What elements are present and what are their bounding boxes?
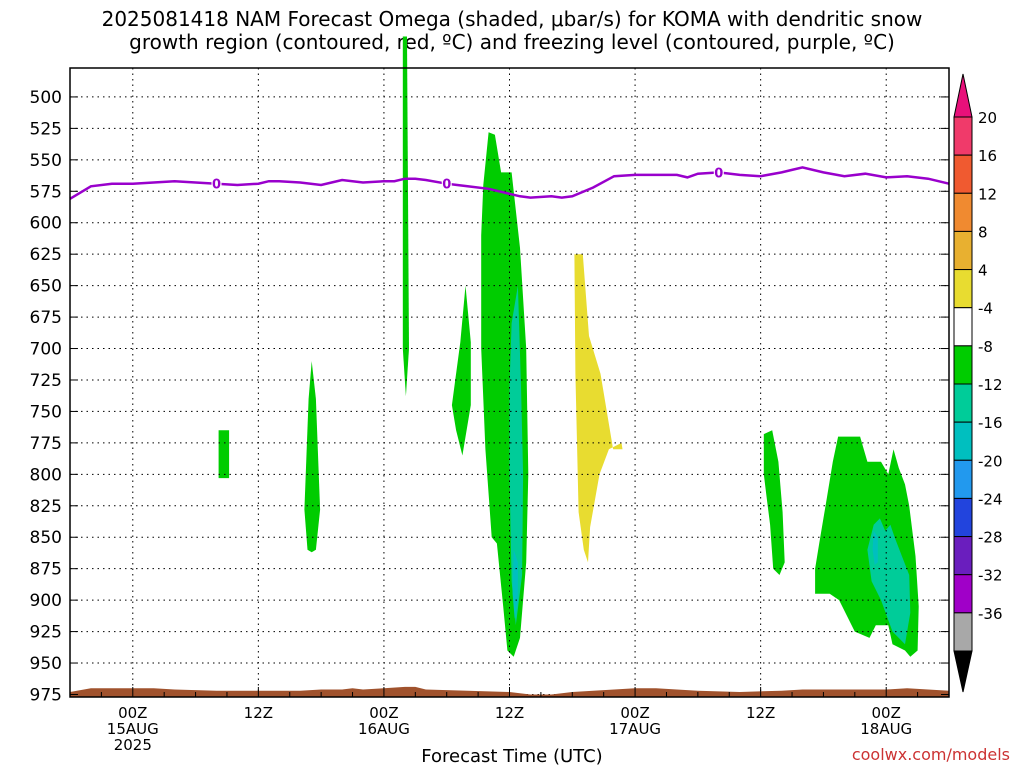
omega-region-1 xyxy=(218,430,230,479)
colorbar-swatch-16 xyxy=(953,154,973,194)
y-tick-label-550: 550 xyxy=(30,151,62,171)
colorbar-swatch--20 xyxy=(953,459,973,499)
colorbar-swatch--36 xyxy=(953,612,973,652)
x-axis-label: Forecast Time (UTC) xyxy=(421,746,603,767)
x-tick-label-78-1: 18AUG xyxy=(860,720,912,738)
chart-title: 2025081418 NAM Forecast Omega (shaded, μ… xyxy=(0,8,1024,54)
freezing-level-label-1: 0 xyxy=(442,178,451,193)
y-tick-label-775: 775 xyxy=(30,434,62,454)
colorbar-label--4: -4 xyxy=(978,300,993,318)
colorbar-swatch--32 xyxy=(953,574,973,614)
x-tick-label-30-0: 00Z xyxy=(369,704,398,722)
y-tick-label-975: 975 xyxy=(30,685,62,705)
colorbar-label--20: -20 xyxy=(978,452,1003,470)
colorbar-label--8: -8 xyxy=(978,338,993,356)
colorbar-label--32: -32 xyxy=(978,567,1003,585)
colorbar-label-16: 16 xyxy=(978,147,997,165)
y-tick-label-875: 875 xyxy=(30,560,62,580)
y-tick-label-925: 925 xyxy=(30,623,62,643)
x-tick-label-6-0: 00Z xyxy=(118,704,147,722)
colorbar-swatch--4 xyxy=(953,307,973,347)
freezing-level-label-0: 0 xyxy=(212,178,221,193)
freezing-level-label-2: 0 xyxy=(714,166,723,181)
x-tick-label-6-2: 2025 xyxy=(114,736,152,754)
colorbar-top-arrow xyxy=(953,73,973,118)
x-tick-label-42-0: 12Z xyxy=(495,704,524,722)
y-tick-label-850: 850 xyxy=(30,528,62,548)
y-tick-label-675: 675 xyxy=(30,308,62,328)
colorbar-swatch--28 xyxy=(953,536,973,576)
colorbar-label-20: 20 xyxy=(978,109,997,127)
y-tick-label-750: 750 xyxy=(30,402,62,422)
colorbar-swatch-12 xyxy=(953,192,973,232)
colorbar-swatch-20 xyxy=(953,116,973,156)
y-tick-label-650: 650 xyxy=(30,277,62,297)
colorbar-label--16: -16 xyxy=(978,414,1003,432)
colorbar-label--28: -28 xyxy=(978,529,1003,547)
credit-link[interactable]: coolwx.com/models xyxy=(851,745,1010,764)
colorbar-label-4: 4 xyxy=(978,262,988,280)
omega-region-11 xyxy=(872,530,878,565)
y-tick-label-900: 900 xyxy=(30,591,62,611)
x-tick-label-18-0: 12Z xyxy=(244,704,273,722)
omega-region-8 xyxy=(509,285,524,626)
omega-region-3 xyxy=(451,285,471,456)
y-tick-label-725: 725 xyxy=(30,371,62,391)
colorbar-label-12: 12 xyxy=(978,185,997,203)
colorbar-swatch--12 xyxy=(953,383,973,423)
y-axis: 500 525 550 575 600 625 650 675 700 725 750 775 800 8… xyxy=(30,88,949,705)
omega-region-5 xyxy=(574,254,623,563)
y-tick-label-700: 700 xyxy=(30,340,62,360)
x-tick-label-78-0: 00Z xyxy=(872,704,901,722)
x-tick-label-6-1: 15AUG xyxy=(107,720,159,738)
y-tick-label-625: 625 xyxy=(30,245,62,265)
omega-shaded-regions xyxy=(218,36,919,657)
title-line-2: growth region (contoured, red, ºC) and f… xyxy=(129,30,895,54)
x-tick-label-54-0: 00Z xyxy=(620,704,649,722)
freezing-label-bg-2 xyxy=(713,165,724,180)
y-tick-label-600: 600 xyxy=(30,214,62,234)
colorbar-label--12: -12 xyxy=(978,376,1003,394)
omega-region-10 xyxy=(512,549,518,619)
omega-region-0 xyxy=(402,36,409,397)
omega-region-2 xyxy=(304,361,321,553)
colorbar-label--36: -36 xyxy=(978,605,1003,623)
y-tick-label-525: 525 xyxy=(30,119,62,139)
x-tick-label-54-1: 17AUG xyxy=(609,720,661,738)
y-tick-label-950: 950 xyxy=(30,654,62,674)
colorbar: 20 16 12 8 4 -4 -8 -12 -16 -20 -24 -28 -32 -36 xyxy=(953,73,1003,693)
freezing-label-bg-1 xyxy=(441,176,452,191)
colorbar-swatch--8 xyxy=(953,345,973,385)
y-tick-label-800: 800 xyxy=(30,465,62,485)
grid-lines xyxy=(70,68,949,697)
omega-region-9 xyxy=(867,518,911,645)
colorbar-swatch-4 xyxy=(953,269,973,309)
omega-region-6 xyxy=(763,430,785,575)
colorbar-bottom-arrow xyxy=(953,650,973,693)
y-tick-label-575: 575 xyxy=(30,182,62,202)
y-tick-label-500: 500 xyxy=(30,88,62,108)
colorbar-label-8: 8 xyxy=(978,223,988,241)
y-tick-label-825: 825 xyxy=(30,497,62,517)
colorbar-swatch--16 xyxy=(953,421,973,461)
freezing-label-bg-0 xyxy=(211,176,222,191)
freezing-level-contour: 0 0 0 xyxy=(69,165,950,200)
x-tick-label-30-1: 16AUG xyxy=(358,720,410,738)
colorbar-label--24: -24 xyxy=(978,490,1003,508)
x-tick-label-66-0: 12Z xyxy=(746,704,775,722)
title-line-1: 2025081418 NAM Forecast Omega (shaded, μ… xyxy=(101,7,923,31)
freezing-level-line xyxy=(69,166,950,200)
colorbar-swatch--24 xyxy=(953,497,973,538)
colorbar-swatch-8 xyxy=(953,230,973,271)
